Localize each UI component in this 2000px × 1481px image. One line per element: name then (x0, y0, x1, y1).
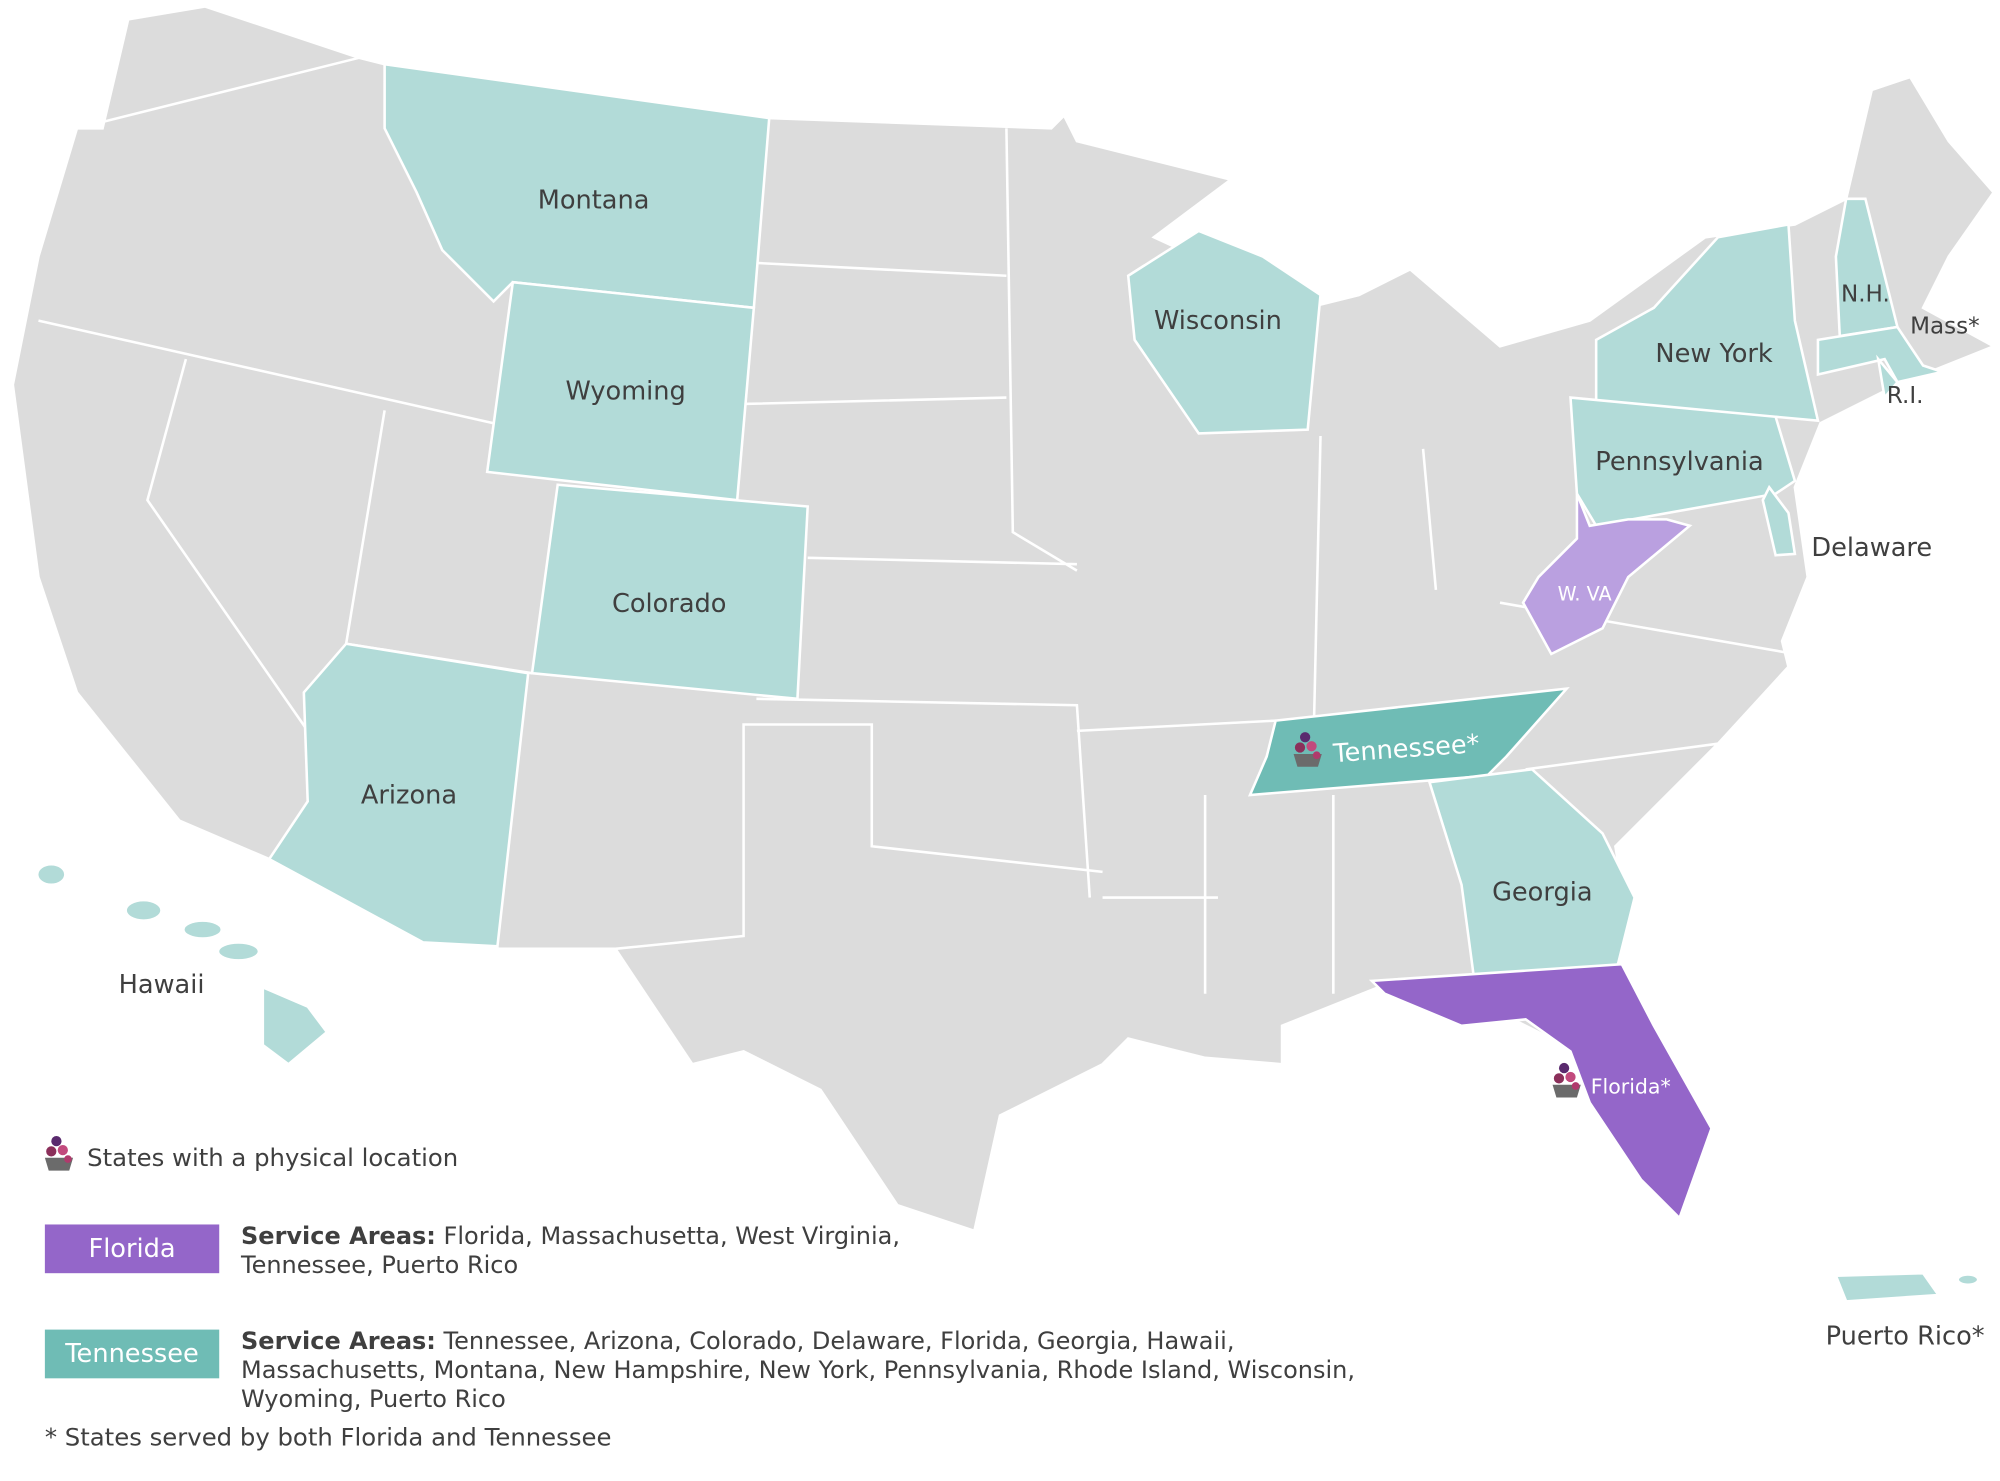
legend-tennessee-swatch (44, 1329, 220, 1379)
state-label: W. VA (1558, 582, 1612, 605)
state-label: Puerto Rico* (1826, 1321, 1985, 1351)
service-list: Florida, Massachusetta, West Virginia, T… (241, 1222, 900, 1279)
state-arizona (267, 642, 530, 948)
state-label: R.I. (1887, 383, 1924, 409)
state-colorado (530, 483, 810, 701)
state-label: Wisconsin (1154, 306, 1282, 336)
florida-service-areas: Service Areas: Florida, Massachusetta, W… (241, 1222, 901, 1280)
legend-florida-swatch (44, 1224, 220, 1274)
state-label: Delaware (1811, 533, 1932, 563)
state-label: Florida* (1591, 1074, 1671, 1098)
state-label: N.H. (1841, 281, 1890, 307)
state-montana (383, 62, 771, 310)
state-rhode-island (1876, 354, 1900, 401)
legend-location-icon (44, 1136, 74, 1171)
service-heading: Service Areas: (241, 1327, 436, 1355)
footnote: * States served by both Florida and Tenn… (45, 1423, 612, 1452)
state-label: Colorado (612, 589, 727, 619)
state-label: Montana (538, 185, 650, 215)
state-label: Mass* (1910, 314, 1980, 340)
state-label: New York (1655, 339, 1772, 369)
state-label: Wyoming (565, 376, 685, 406)
puerto-rico-island (1834, 1271, 1980, 1303)
legend-location-note: States with a physical location (87, 1143, 458, 1172)
state-delaware (1761, 484, 1797, 557)
tennessee-service-areas: Service Areas: Tennessee, Arizona, Color… (241, 1327, 1421, 1414)
state-georgia (1427, 768, 1636, 983)
state-label: Georgia (1492, 878, 1592, 908)
hawaii-islands (35, 862, 329, 1066)
service-list: Tennessee, Arizona, Colorado, Delaware, … (241, 1327, 1356, 1413)
service-heading: Service Areas: (241, 1222, 436, 1250)
state-label: Arizona (361, 780, 457, 810)
state-label: Hawaii (119, 970, 205, 1000)
state-massachusetts (1816, 325, 1948, 384)
state-label: Pennsylvania (1595, 447, 1763, 477)
state-florida (1368, 962, 1713, 1221)
legend-tennessee-label: Tennessee (64, 1339, 199, 1369)
legend-florida-label: Florida (88, 1234, 175, 1264)
state-west-virginia (1521, 493, 1693, 656)
state-wisconsin (1126, 229, 1322, 435)
state-borders (38, 56, 1796, 994)
state-new-york (1594, 222, 1820, 423)
